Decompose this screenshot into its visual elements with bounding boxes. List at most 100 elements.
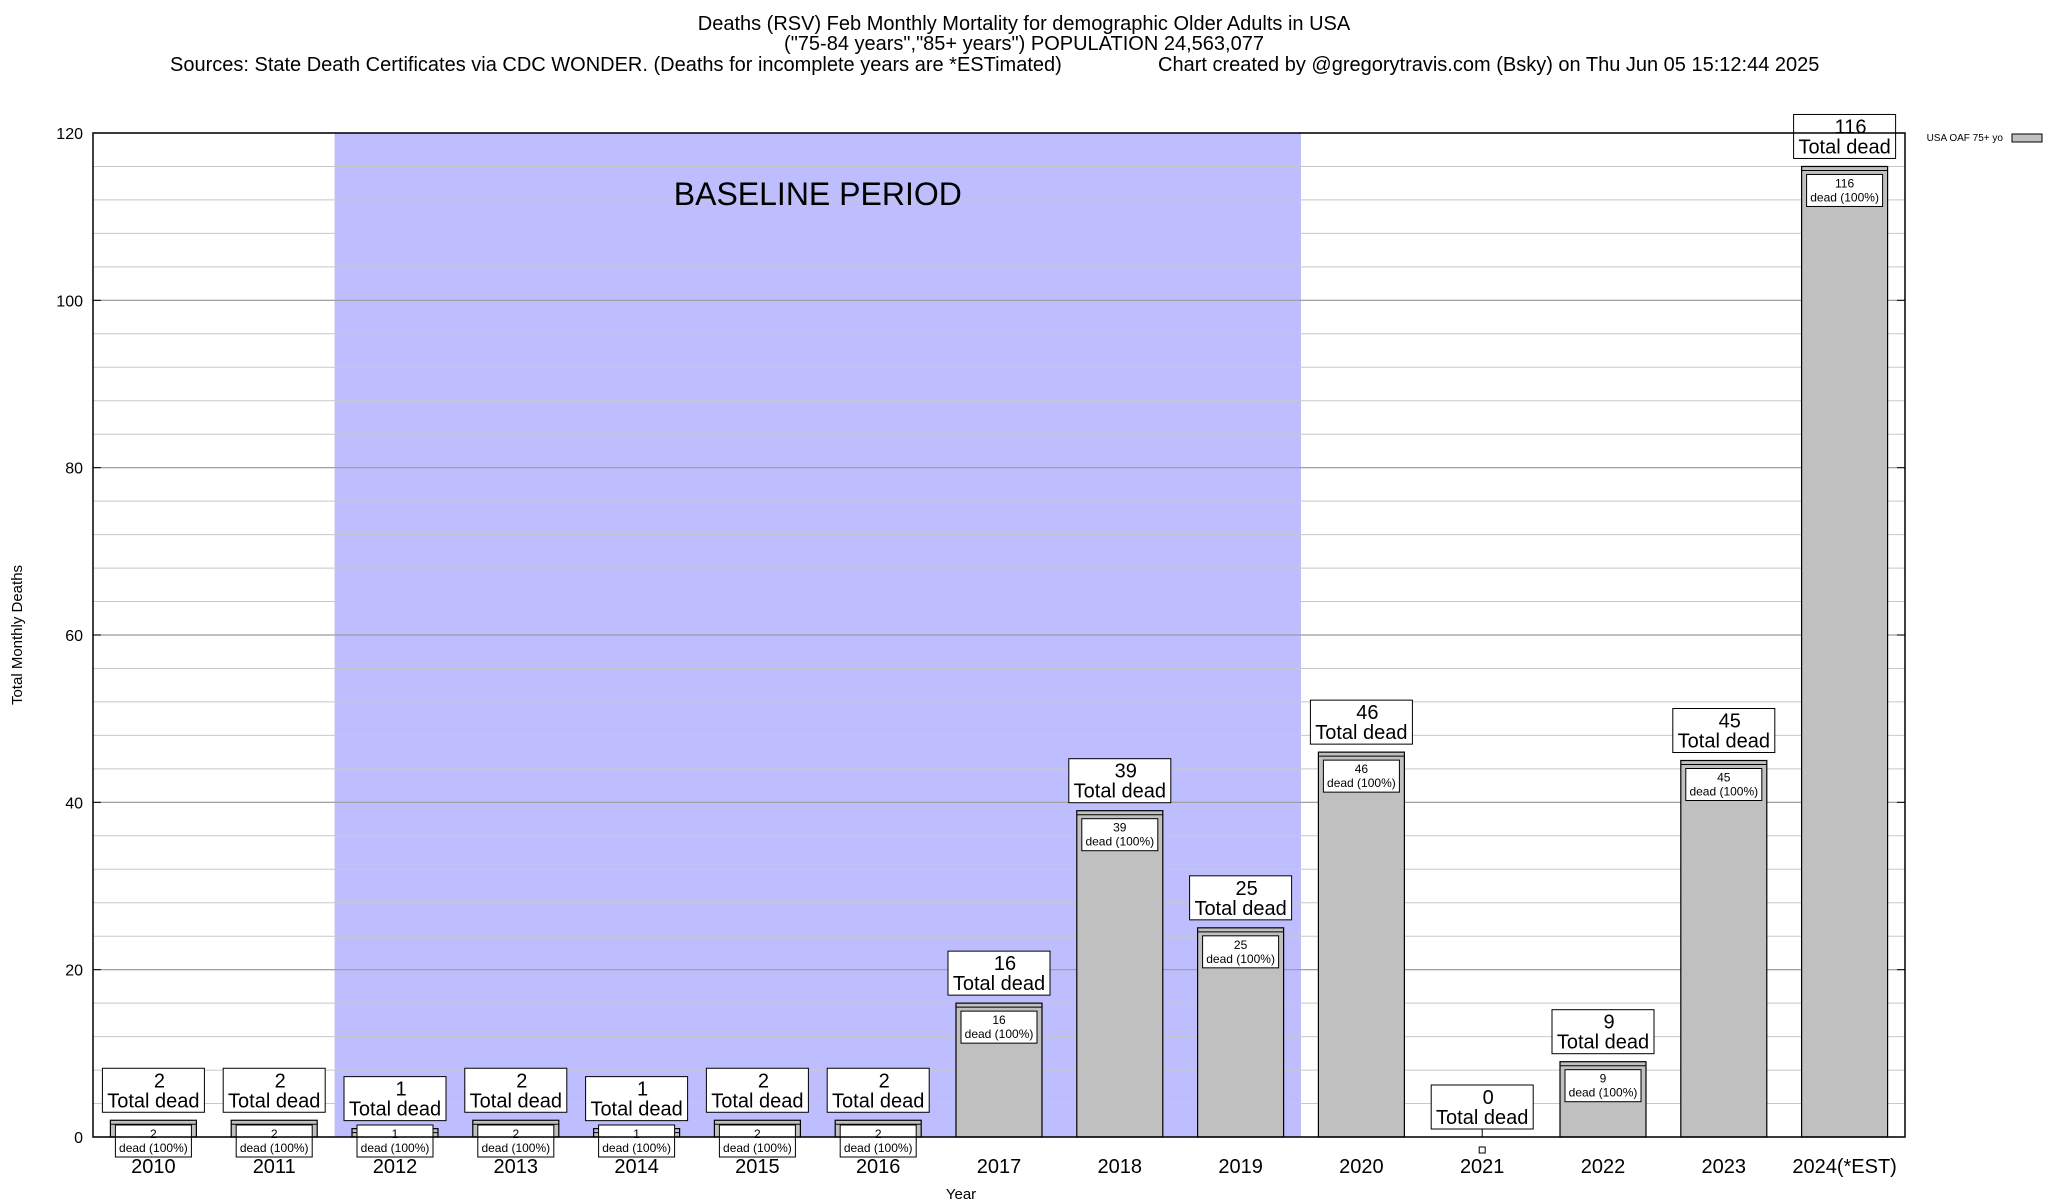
inner-label-value: 116 (1835, 176, 1854, 190)
y-tick-label: 0 (74, 1130, 83, 1147)
total-label-box (705, 1067, 809, 1113)
total-label-box (1189, 875, 1293, 921)
inner-label-text: dead (100%) (844, 1141, 913, 1155)
total-label-value: 39 (1115, 761, 1137, 783)
inner-label-text: dead (100%) (1085, 835, 1154, 849)
y-tick-label: 40 (65, 795, 83, 812)
inner-label-box (1685, 768, 1763, 801)
inner-label-box (598, 1124, 676, 1158)
x-tick-label: 2022 (1581, 1156, 1626, 1178)
total-label-value: 25 (1235, 878, 1257, 900)
baseline-period-label: BASELINE PERIOD (674, 176, 962, 212)
inner-label-text: dead (100%) (481, 1141, 550, 1155)
total-label-box (1430, 1084, 1534, 1130)
total-label-text: Total dead (1436, 1107, 1528, 1129)
total-label-value: 2 (758, 1070, 769, 1092)
inner-label-value: 25 (1234, 938, 1248, 952)
inner-label-box (477, 1124, 555, 1158)
inner-label-value: 2 (754, 1127, 761, 1141)
total-label-value: 2 (275, 1070, 286, 1092)
inner-label-value: 46 (1355, 762, 1369, 776)
inner-label-text: dead (100%) (1206, 952, 1275, 966)
inner-label-text: dead (100%) (1689, 785, 1758, 799)
x-tick-label: 2013 (494, 1156, 539, 1178)
inner-label-value: 2 (512, 1127, 519, 1141)
inner-label-text: dead (100%) (1810, 190, 1879, 204)
x-tick-label: 2017 (977, 1156, 1022, 1178)
inner-label-text: dead (100%) (1569, 1086, 1638, 1100)
total-label-value: 0 (1483, 1087, 1494, 1109)
inner-label-value: 1 (633, 1127, 640, 1141)
inner-label-box (718, 1124, 796, 1158)
legend-label: USA OAF 75+ yo (1927, 133, 2004, 144)
inner-label-text: dead (100%) (602, 1141, 671, 1155)
total-label-value: 1 (637, 1079, 648, 1101)
sources-note: Sources: State Death Certificates via CD… (170, 54, 1062, 76)
y-tick-label: 60 (65, 628, 83, 645)
total-label-box (222, 1067, 326, 1113)
x-tick-label: 2011 (253, 1156, 296, 1178)
inner-label-text: dead (100%) (1327, 776, 1396, 790)
total-label-box (826, 1067, 930, 1113)
total-label-value: 116 (1835, 116, 1867, 138)
inner-label-box (235, 1124, 313, 1158)
legend-swatch (2011, 133, 2043, 143)
inner-label-value: 16 (992, 1013, 1006, 1027)
inner-label-text: dead (100%) (965, 1027, 1034, 1041)
y-tick-label: 20 (65, 963, 83, 980)
total-label-text: Total dead (1194, 898, 1286, 920)
inner-label-box (839, 1124, 917, 1158)
total-label-value: 16 (994, 953, 1016, 975)
total-label-value: 2 (516, 1070, 527, 1092)
bar (1680, 759, 1768, 1138)
total-label-text: Total dead (832, 1090, 924, 1112)
x-tick-label: 2016 (856, 1156, 901, 1178)
total-label-text: Total dead (1315, 722, 1407, 744)
bar (1076, 810, 1164, 1138)
x-tick-label: 2024(*EST) (1792, 1156, 1897, 1178)
total-label-box (1672, 708, 1776, 753)
total-label-text: Total dead (953, 973, 1045, 995)
inner-label-box (114, 1124, 192, 1158)
chart-subtitle: ("75-84 years","85+ years") POPULATION 2… (784, 33, 1264, 55)
y-tick-label: 100 (56, 293, 83, 310)
total-label-box (1309, 699, 1413, 745)
total-label-value: 46 (1356, 702, 1378, 724)
total-label-text: Total dead (711, 1090, 803, 1112)
total-label-value: 2 (154, 1070, 165, 1092)
x-tick-label: 2019 (1218, 1156, 1263, 1178)
plot-frame (92, 132, 1906, 1138)
y-axis-label: Total Monthly Deaths (9, 565, 26, 705)
inner-label-value: 2 (875, 1127, 882, 1141)
inner-label-value: 39 (1113, 821, 1127, 835)
x-tick-label: 2010 (131, 1156, 176, 1178)
zero-marker (1478, 1146, 1486, 1154)
inner-label-value: 9 (1600, 1072, 1607, 1086)
inner-label-text: dead (100%) (361, 1141, 430, 1155)
total-label-text: Total dead (107, 1090, 199, 1112)
total-label-text: Total dead (1798, 136, 1890, 158)
total-label-box (947, 950, 1051, 996)
total-label-box (343, 1076, 447, 1122)
total-label-box (1551, 1009, 1655, 1055)
total-label-text: Total dead (590, 1099, 682, 1121)
total-label-text: Total dead (1557, 1032, 1649, 1054)
x-tick-label: 2021 (1460, 1156, 1505, 1178)
total-label-box (464, 1067, 568, 1113)
inner-label-value: 2 (150, 1127, 157, 1141)
total-label-value: 2 (879, 1070, 890, 1092)
x-tick-label: 2012 (373, 1156, 418, 1178)
y-tick-label: 80 (65, 461, 83, 478)
total-label-value: 45 (1719, 711, 1741, 733)
bar (1317, 751, 1406, 1138)
bar (1800, 165, 1889, 1138)
inner-label-value: 2 (271, 1127, 278, 1141)
x-tick-label: 2020 (1339, 1156, 1384, 1178)
inner-label-value: 1 (392, 1127, 399, 1141)
total-label-box (101, 1067, 205, 1113)
x-tick-label: 2023 (1702, 1156, 1747, 1178)
total-label-text: Total dead (1678, 731, 1770, 753)
inner-label-box (1322, 759, 1400, 793)
total-label-text: Total dead (1074, 781, 1166, 803)
